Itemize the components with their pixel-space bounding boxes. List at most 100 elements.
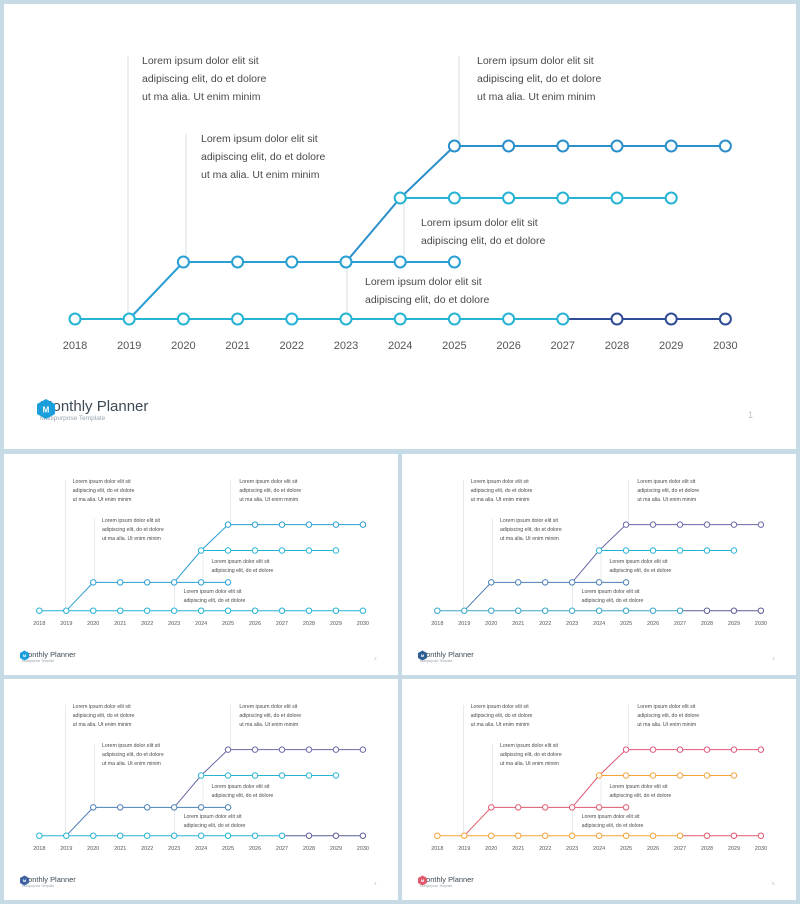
- middle-node: [305, 547, 313, 554]
- step-node: [488, 804, 495, 811]
- middle-node: [730, 772, 738, 779]
- base-node: [649, 607, 657, 614]
- year-tick-label: 2020: [171, 340, 196, 352]
- base-node: [339, 312, 353, 326]
- year-tick-label: 2027: [673, 621, 687, 628]
- note-text: Lorem ipsum dolor elit sit adipiscing eli…: [471, 703, 533, 730]
- note-line: Lorem ipsum dolor elit sit: [477, 55, 594, 67]
- middle-node: [649, 772, 657, 779]
- middle-node: [251, 547, 259, 554]
- upper-node: [718, 139, 732, 153]
- middle-node: [664, 191, 678, 205]
- logo-initial: M: [421, 653, 425, 658]
- note-line: adipiscing elit, do et dolore: [581, 822, 644, 829]
- step-node: [541, 804, 549, 811]
- note-line: Lorem ipsum dolor elit sit: [183, 813, 242, 820]
- thumbnail-slide[interactable]: 2018 2019 2020 2021 2022 2023 2024 2025 2026 2027…: [402, 679, 796, 900]
- base-node: [332, 832, 340, 839]
- base-node: [278, 607, 286, 614]
- year-tick-label: 2026: [496, 340, 521, 352]
- middle-node: [278, 772, 286, 779]
- year-tick-label: 2018: [431, 846, 444, 853]
- note-text: Lorem ipsum dolor elit sit adipiscing eli…: [582, 813, 644, 831]
- page-number: 5: [772, 880, 775, 886]
- upper-node: [278, 746, 286, 753]
- logo-initial: M: [421, 878, 425, 883]
- base-node: [359, 607, 367, 614]
- middle-node: [251, 772, 259, 779]
- step-node: [197, 579, 205, 586]
- note-text: Lorem ipsum dolor elit sit adipiscing eli…: [142, 52, 266, 106]
- year-tick-label: 2029: [329, 621, 343, 628]
- base-node: [359, 832, 367, 839]
- note-line: adipiscing elit, do et dolore: [72, 487, 135, 494]
- step-node: [176, 255, 190, 269]
- base-node: [730, 832, 738, 839]
- note-line: Lorem ipsum dolor elit sit: [421, 217, 538, 229]
- step-node: [197, 804, 205, 811]
- note-text: Lorem ipsum dolor elit sit adipiscing eli…: [500, 742, 562, 769]
- base-node: [676, 607, 684, 614]
- base-node: [278, 832, 286, 839]
- thumbnail-slide[interactable]: 2018 2019 2020 2021 2022 2023 2024 2025 2026 2027…: [4, 454, 398, 675]
- base-node: [170, 607, 178, 614]
- note-text: Lorem ipsum dolor elit sit adipiscing eli…: [239, 478, 301, 505]
- note-line: adipiscing elit, do et dolore: [239, 712, 302, 719]
- year-tick-label: 2028: [700, 621, 714, 628]
- year-tick-label: 2021: [512, 621, 525, 628]
- base-node: [622, 607, 630, 614]
- year-tick-label: 2022: [141, 621, 154, 628]
- year-tick-label: 2022: [279, 340, 305, 352]
- base-node: [568, 832, 576, 839]
- note-line: Lorem ipsum dolor elit sit: [102, 742, 161, 749]
- note-line: adipiscing elit, do et dolore: [609, 568, 672, 575]
- brand-subtitle: Multipurpose Template: [21, 884, 55, 888]
- year-tick-label: 2019: [60, 621, 73, 628]
- timeline-chart: [434, 479, 765, 614]
- base-node: [610, 312, 624, 326]
- note-line: ut ma alia. Ut enim minim: [239, 721, 299, 728]
- note-text: Lorem ipsum dolor elit sit adipiscing eli…: [73, 703, 135, 730]
- year-tick-label: 2022: [539, 846, 552, 853]
- brand-block: M Monthly Planner Multipurpose Template: [417, 650, 474, 663]
- year-tick-label: 2027: [550, 340, 576, 352]
- year-tick-label: 2021: [225, 340, 250, 352]
- hexagon-logo-icon: M: [418, 875, 428, 886]
- year-tick-label: 2023: [566, 846, 579, 853]
- upper-node: [224, 746, 232, 753]
- upper-node: [332, 521, 340, 528]
- note-line: Lorem ipsum dolor elit sit: [211, 784, 270, 791]
- year-tick-label: 2019: [458, 621, 471, 628]
- note-line: adipiscing elit, do et dolore: [637, 712, 700, 719]
- note-text: Lorem ipsum dolor elit sit adipiscing eli…: [184, 813, 246, 831]
- year-tick-label: 2021: [114, 621, 127, 628]
- year-tick-label: 2019: [116, 340, 142, 352]
- note-line: adipiscing elit, do et dolore: [365, 294, 490, 306]
- note-line: Lorem ipsum dolor elit sit: [500, 742, 559, 749]
- brand-title: Monthly Planner: [419, 650, 474, 659]
- base-node: [664, 312, 678, 326]
- upper-node: [278, 521, 286, 528]
- base-node: [251, 832, 259, 839]
- thumbnail-slide[interactable]: 2018 2019 2020 2021 2022 2023 2024 2025 2026 2027…: [4, 679, 398, 900]
- step-node: [622, 804, 630, 811]
- middle-node: [197, 547, 205, 554]
- hexagon-logo-icon: M: [37, 399, 55, 419]
- brand-block: M Monthly Planner Multipurpose Template: [19, 875, 76, 888]
- base-node: [122, 312, 136, 326]
- base-node: [332, 607, 340, 614]
- logo-initial: M: [43, 406, 50, 415]
- note-line: ut ma alia. Ut enim minim: [102, 535, 161, 542]
- year-tick-label: 2020: [87, 621, 100, 628]
- note-line: Lorem ipsum dolor elit sit: [142, 55, 259, 67]
- note-line: adipiscing elit, do et dolore: [239, 487, 302, 494]
- year-tick-label: 2018: [33, 621, 46, 628]
- base-node: [116, 607, 124, 614]
- page-number: 3: [772, 655, 775, 661]
- middle-node: [610, 191, 624, 205]
- thumbnail-slide[interactable]: 2018 2019 2020 2021 2022 2023 2024 2025 2026 2027…: [402, 454, 796, 675]
- note-text: Lorem ipsum dolor elit sit adipiscing eli…: [500, 517, 562, 544]
- base-node: [514, 607, 522, 614]
- year-tick-label: 2027: [275, 846, 289, 853]
- upper-node: [556, 139, 570, 153]
